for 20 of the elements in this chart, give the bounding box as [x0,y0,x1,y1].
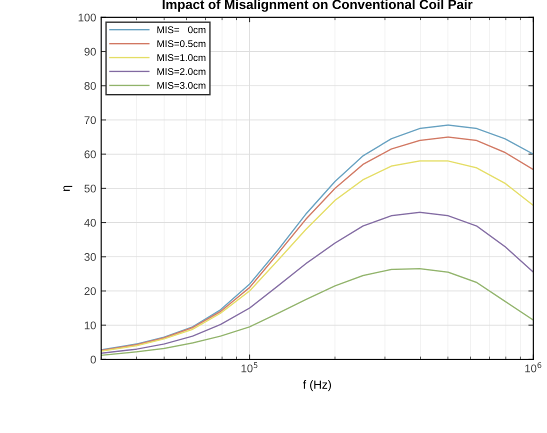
legend-label: MIS=1.0cm [157,54,206,62]
legend-label: MIS=0.5cm [157,40,206,48]
y-tick-label: 10 [84,321,96,330]
y-tick-label: 40 [84,218,96,227]
x-tick-label: 10$^{5}$ [242,362,258,372]
x-axis-title: f (Hz) [303,380,331,392]
y-tick-label: 80 [84,82,96,90]
legend-label: MIS=2.0cm [157,68,206,75]
y-tick-label: 70 [84,116,96,124]
y-tick-label: 20 [84,287,96,296]
y-tick-label: 0 [90,356,96,364]
y-tick-label: 90 [84,48,96,56]
x-tick-label: 10$^{6}$ [525,362,542,372]
y-tick-label: 100 [78,14,96,22]
y-tick-label: 60 [84,150,96,158]
y-axis-title: η [63,186,72,192]
y-tick-label: 30 [84,253,96,261]
y-tick-label: 50 [84,184,96,192]
legend-label: MIS=3.0cm [157,82,206,89]
legend-label: MIS= 0cm [157,26,206,34]
